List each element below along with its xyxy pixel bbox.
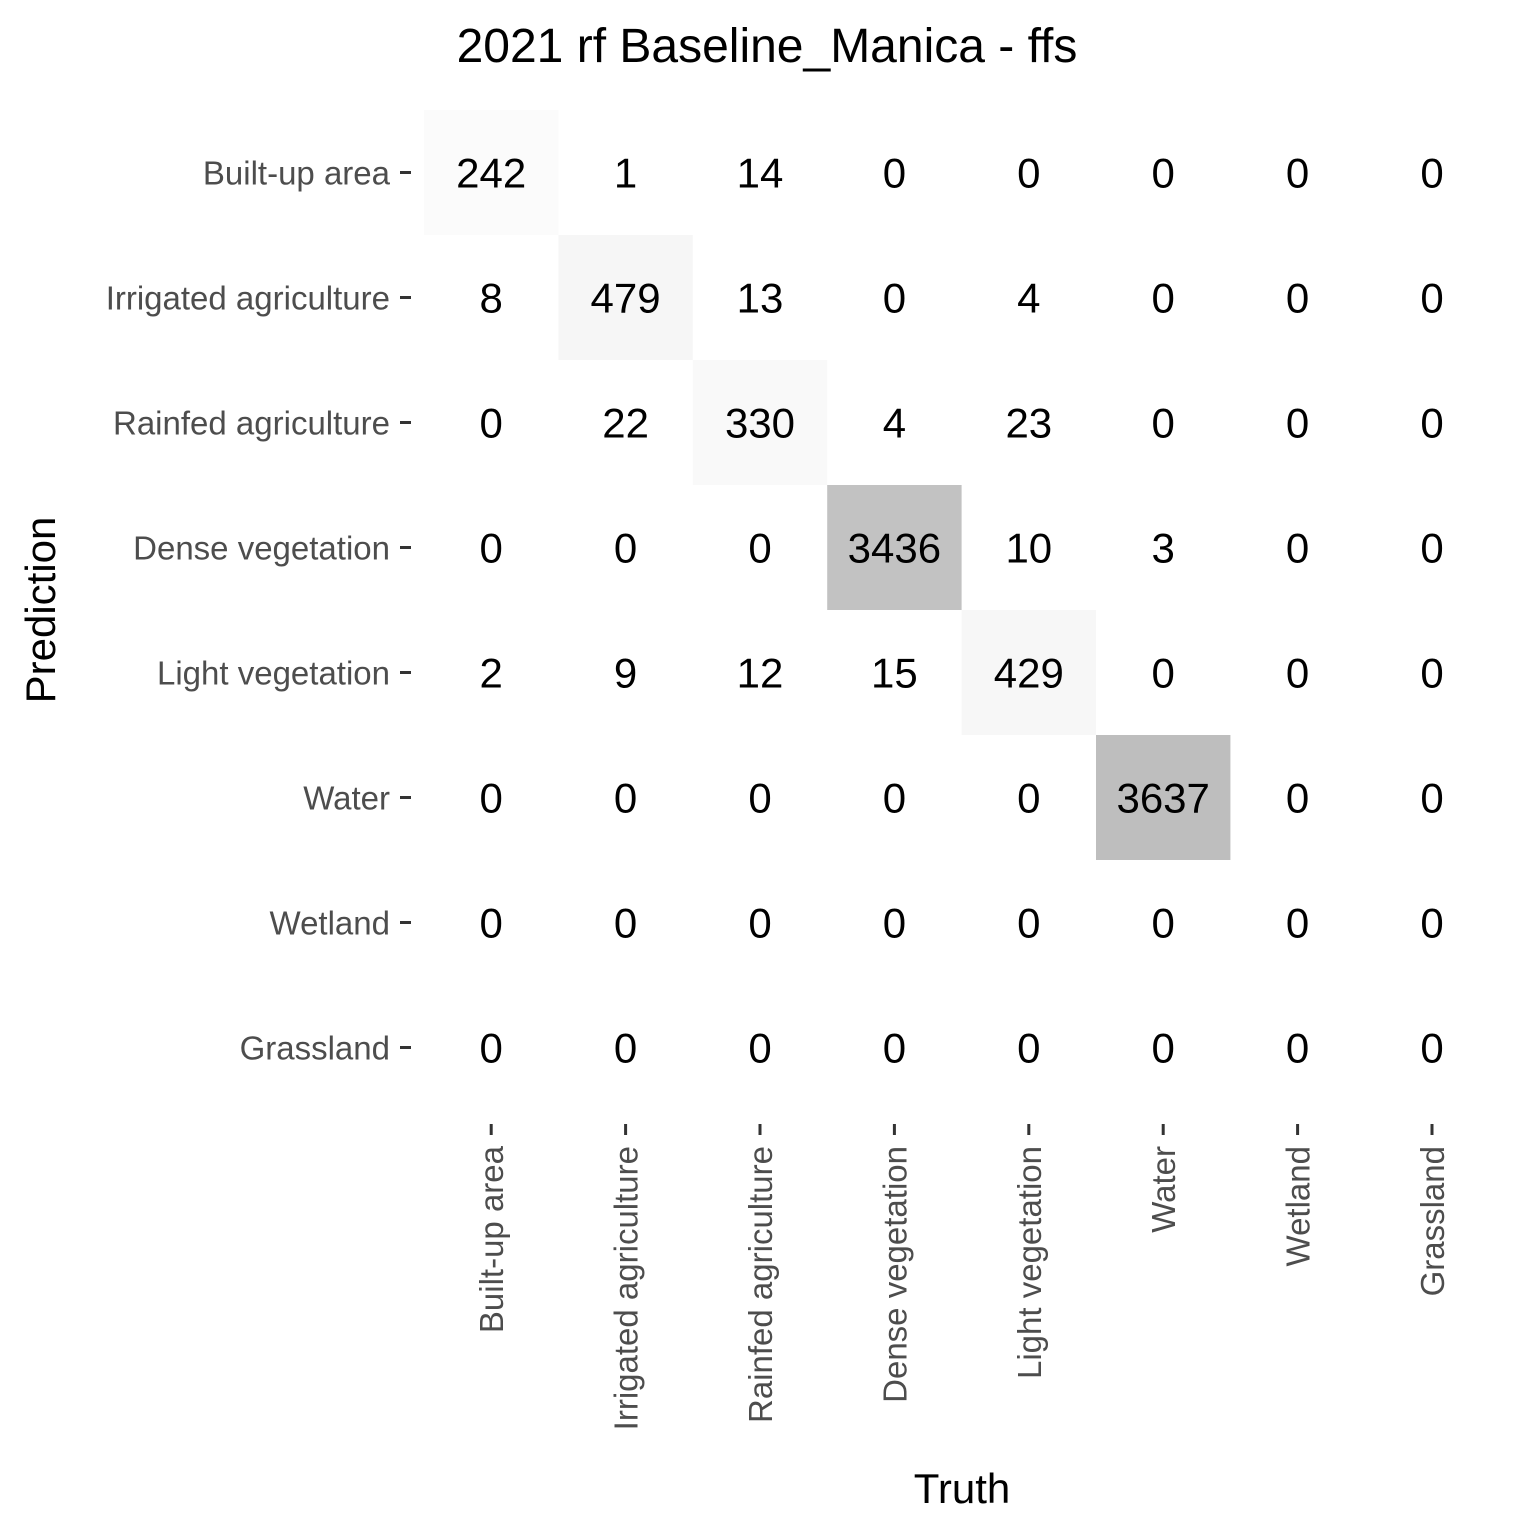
cell-value-label: 0 xyxy=(1017,775,1040,822)
cell-value-label: 0 xyxy=(614,1025,637,1072)
cell-value-label: 0 xyxy=(883,150,906,197)
cell-value-label: 4 xyxy=(883,400,906,447)
y-tick-label: Built-up area xyxy=(203,155,391,192)
cell-value-label: 0 xyxy=(1420,400,1443,447)
cell-value-label: 0 xyxy=(1017,150,1040,197)
cell-value-label: 0 xyxy=(1420,650,1443,697)
cell-value-label: 0 xyxy=(1286,275,1309,322)
x-tick-label: Dense vegetation xyxy=(876,1146,913,1403)
cell-value-label: 0 xyxy=(1286,400,1309,447)
cell-value-label: 0 xyxy=(883,775,906,822)
cell-value-label: 0 xyxy=(614,525,637,572)
cell-value-label: 0 xyxy=(883,275,906,322)
cell-value-label: 0 xyxy=(1420,1025,1443,1072)
cell-value-label: 0 xyxy=(480,775,503,822)
cell-value-label: 9 xyxy=(614,650,637,697)
cell-value-label: 3 xyxy=(1152,525,1175,572)
cell-value-label: 12 xyxy=(737,650,784,697)
heatmap-cell xyxy=(692,360,828,485)
cell-value-label: 0 xyxy=(748,900,771,947)
y-tick-label: Wetland xyxy=(270,905,390,942)
x-tick-label: Water xyxy=(1145,1146,1182,1233)
cell-value-label: 0 xyxy=(748,775,771,822)
heatmap-cells xyxy=(424,110,1231,860)
cell-value-label: 0 xyxy=(614,775,637,822)
heatmap-cell xyxy=(424,110,559,235)
cell-value-label: 0 xyxy=(748,1025,771,1072)
cell-value-label: 0 xyxy=(1017,1025,1040,1072)
cell-value-label: 0 xyxy=(1420,900,1443,947)
cell-value-label: 2 xyxy=(480,650,503,697)
cell-value-label: 8 xyxy=(480,275,503,322)
chart-title: 2021 rf Baseline_Manica - ffs xyxy=(457,20,1078,73)
heatmap-cell xyxy=(1096,735,1231,860)
y-tick-label: Water xyxy=(303,780,390,817)
cell-value-label: 0 xyxy=(1286,525,1309,572)
cell-value-label: 0 xyxy=(480,900,503,947)
x-tick-label: Grassland xyxy=(1414,1146,1451,1296)
x-axis-title: Truth xyxy=(914,1465,1010,1512)
cell-value-label: 0 xyxy=(1286,900,1309,947)
y-tick-label: Rainfed agriculture xyxy=(113,405,390,442)
cell-value-label: 0 xyxy=(1152,650,1175,697)
heatmap-cell xyxy=(558,235,693,360)
cell-value-label: 0 xyxy=(1152,150,1175,197)
cell-value-label: 13 xyxy=(737,275,784,322)
cell-value-label: 0 xyxy=(1286,150,1309,197)
cell-value-labels: 242 1 14 0 0 0 0 08 479 13 0 4 0 0 00 22 330 4 23 0 0 00 0 0 343… xyxy=(456,150,1444,1072)
cell-value-label: 0 xyxy=(480,525,503,572)
cell-value-label: 0 xyxy=(1286,775,1309,822)
cell-value-label: 0 xyxy=(883,1025,906,1072)
cell-value-label: 0 xyxy=(1420,150,1443,197)
cell-value-label: 0 xyxy=(1420,525,1443,572)
cell-value-label: 0 xyxy=(748,525,771,572)
y-tick-label: Grassland xyxy=(240,1030,390,1067)
cell-value-label: 23 xyxy=(1005,400,1052,447)
x-tick-label: Light vegetation xyxy=(1011,1146,1048,1379)
cell-value-label: 0 xyxy=(480,400,503,447)
cell-value-label: 0 xyxy=(1286,1025,1309,1072)
x-tick-label: Built-up area xyxy=(473,1145,510,1333)
heatmap-cell xyxy=(827,485,962,610)
cell-value-label: 15 xyxy=(871,650,918,697)
y-tick-label: Light vegetation xyxy=(157,655,390,692)
x-tick-label: Wetland xyxy=(1280,1146,1317,1266)
x-axis-ticks: Built-up area Irrigated agriculture Rainfe… xyxy=(473,1124,1451,1430)
cell-value-label: 0 xyxy=(614,900,637,947)
cell-value-label: 3436 xyxy=(848,525,941,572)
cell-value-label: 0 xyxy=(1420,775,1443,822)
x-tick-label: Irrigated agriculture xyxy=(608,1146,645,1430)
cell-value-label: 0 xyxy=(1152,275,1175,322)
cell-value-label: 0 xyxy=(1152,1025,1175,1072)
cell-value-label: 0 xyxy=(1420,275,1443,322)
cell-value-label: 479 xyxy=(591,275,661,322)
cell-value-label: 22 xyxy=(602,400,649,447)
cell-value-label: 0 xyxy=(1152,400,1175,447)
cell-value-label: 242 xyxy=(456,150,526,197)
cell-value-label: 0 xyxy=(480,1025,503,1072)
heatmap-cell xyxy=(961,610,1096,735)
y-axis-ticks: Built-up area Irrigated agriculture Rainfe… xyxy=(106,155,411,1067)
cell-value-label: 0 xyxy=(1286,650,1309,697)
cell-value-label: 10 xyxy=(1005,525,1052,572)
cell-value-label: 4 xyxy=(1017,275,1040,322)
cell-value-label: 0 xyxy=(883,900,906,947)
y-axis-title: Prediction xyxy=(17,517,64,704)
cell-value-label: 14 xyxy=(737,150,784,197)
y-tick-label: Irrigated agriculture xyxy=(106,280,390,317)
y-tick-label: Dense vegetation xyxy=(133,530,390,567)
cell-value-label: 330 xyxy=(725,400,795,447)
cell-value-label: 3637 xyxy=(1116,775,1209,822)
x-tick-label: Rainfed agriculture xyxy=(742,1146,779,1423)
cell-value-label: 1 xyxy=(614,150,637,197)
cell-value-label: 0 xyxy=(1152,900,1175,947)
cell-value-label: 0 xyxy=(1017,900,1040,947)
cell-value-label: 429 xyxy=(994,650,1064,697)
